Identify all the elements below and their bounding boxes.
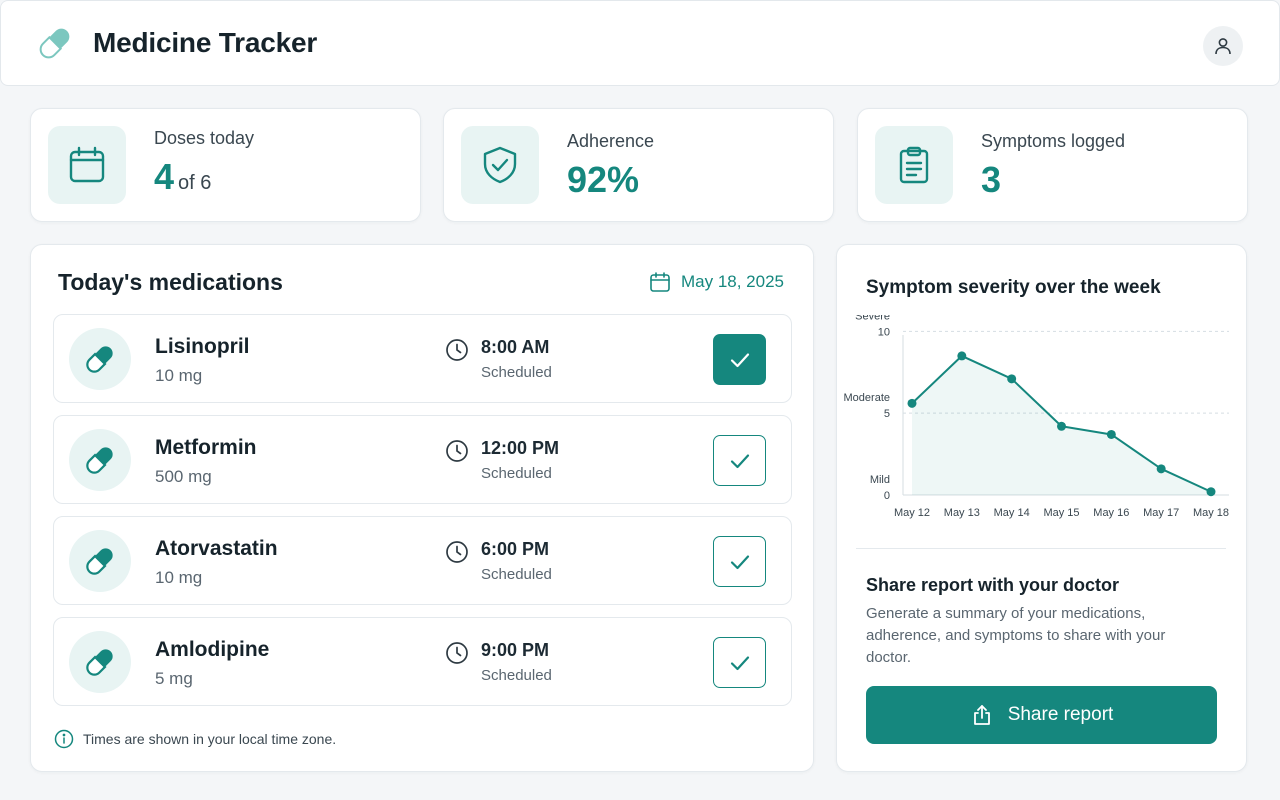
check-icon [730, 453, 749, 468]
medication-time: 12:00 PM [481, 438, 560, 458]
medication-row: Metformin 500 mg 12:00 PM Scheduled [53, 415, 792, 504]
pill-logo-icon [39, 28, 70, 59]
pill-icon [86, 649, 113, 676]
severity-area [912, 355, 1211, 495]
y-category-label: Moderate [844, 392, 890, 404]
timezone-note-text: Times are shown in your local time zone. [83, 731, 337, 747]
medications-date[interactable]: May 18, 2025 [649, 271, 784, 293]
user-icon [1215, 38, 1231, 55]
clipboard-icon [899, 146, 929, 184]
stat-card-adherence: Adherence 92% [443, 108, 834, 222]
medication-dose: 10 mg [155, 568, 203, 587]
user-avatar[interactable] [1203, 26, 1243, 66]
data-point [1106, 429, 1116, 439]
medication-name: Atorvastatin [155, 537, 278, 560]
data-point [957, 351, 967, 361]
y-tick-label: 10 [878, 326, 890, 338]
check-icon [730, 352, 749, 367]
symptom-chart: 10 Severe 5 Moderate 0 Mild May 12 May 13 May 14… [844, 315, 1230, 519]
x-tick-label: May 16 [1093, 507, 1129, 519]
app-title: Medicine Tracker [93, 27, 318, 58]
pill-icon [86, 548, 113, 575]
medication-dose: 10 mg [155, 366, 203, 385]
share-title: Share report with your doctor [866, 575, 1120, 595]
medication-status: Scheduled [481, 364, 552, 381]
pill-icon [86, 447, 113, 474]
stat-label: Adherence [567, 130, 655, 151]
medication-status: Scheduled [481, 667, 552, 684]
x-tick-label: May 12 [894, 507, 930, 519]
medications-card: Today's medications May 18, 2025 Lisinop… [30, 244, 814, 772]
mark-taken-checkbox[interactable] [713, 334, 766, 385]
y-category-label: Severe [855, 315, 890, 322]
medications-title: Today's medications [58, 269, 283, 295]
calendar-icon [69, 146, 105, 183]
shield-check-icon [483, 146, 517, 184]
clock-icon [446, 440, 468, 462]
stat-label: Symptoms logged [981, 130, 1126, 151]
y-tick-label: 0 [884, 490, 890, 502]
share-upload-icon [973, 705, 990, 725]
medication-row: Amlodipine 5 mg 9:00 PM Scheduled [53, 617, 792, 706]
x-tick-label: May 18 [1193, 507, 1229, 519]
stat-value: 3 [981, 158, 1002, 200]
mark-taken-checkbox[interactable] [713, 637, 766, 688]
medication-time: 8:00 AM [481, 337, 550, 357]
data-point [1206, 487, 1216, 497]
mark-taken-checkbox[interactable] [713, 435, 766, 486]
stat-label: Doses today [154, 127, 255, 148]
stat-card-doses: Doses today 4 of 6 [30, 108, 421, 222]
data-point [1007, 374, 1017, 384]
chart-title: Symptom severity over the week [866, 277, 1161, 298]
share-button-label: Share report [1007, 704, 1114, 725]
medication-row: Atorvastatin 10 mg 6:00 PM Scheduled [53, 516, 792, 605]
medication-row: Lisinopril 10 mg 8:00 AM Scheduled [53, 314, 792, 403]
mark-taken-checkbox[interactable] [713, 536, 766, 587]
share-description: Generate a summary of your medications, … [866, 605, 1166, 666]
data-point [907, 398, 917, 408]
medication-time: 6:00 PM [481, 539, 550, 559]
medication-dose: 500 mg [155, 467, 212, 486]
check-icon [730, 554, 749, 569]
calendar-icon [650, 272, 670, 292]
info-icon [54, 729, 74, 749]
clock-icon [446, 541, 468, 563]
medication-name: Metformin [155, 436, 257, 459]
y-tick-label: 5 [884, 408, 890, 420]
x-tick-label: May 14 [994, 507, 1030, 519]
stat-card-symptoms: Symptoms logged 3 [857, 108, 1248, 222]
symptom-share-card: Symptom severity over the week 10 Severe 5… [836, 244, 1247, 772]
medication-dose: 5 mg [155, 669, 193, 688]
check-icon [730, 655, 749, 670]
medication-status: Scheduled [481, 566, 552, 583]
medication-status: Scheduled [481, 465, 552, 482]
timezone-note: Times are shown in your local time zone. [54, 729, 336, 749]
y-category-label: Mild [870, 474, 890, 486]
x-tick-label: May 17 [1143, 507, 1179, 519]
x-tick-label: May 15 [1043, 507, 1079, 519]
medication-name: Amlodipine [155, 638, 270, 661]
data-point [1057, 421, 1066, 431]
clock-icon [446, 642, 468, 664]
x-tick-label: May 13 [944, 507, 980, 519]
medication-name: Lisinopril [155, 335, 250, 358]
pill-icon [86, 346, 113, 373]
share-report-button[interactable]: Share report [866, 686, 1217, 744]
date-label: May 18, 2025 [680, 272, 784, 291]
medication-time: 9:00 PM [481, 640, 550, 660]
stat-value: 4 [154, 155, 175, 197]
stat-sub: of 6 [178, 171, 212, 194]
clock-icon [446, 339, 468, 361]
data-point [1156, 464, 1166, 474]
divider [856, 548, 1226, 549]
app-header: Medicine Tracker [0, 0, 1280, 86]
stat-value: 92% [567, 158, 640, 200]
